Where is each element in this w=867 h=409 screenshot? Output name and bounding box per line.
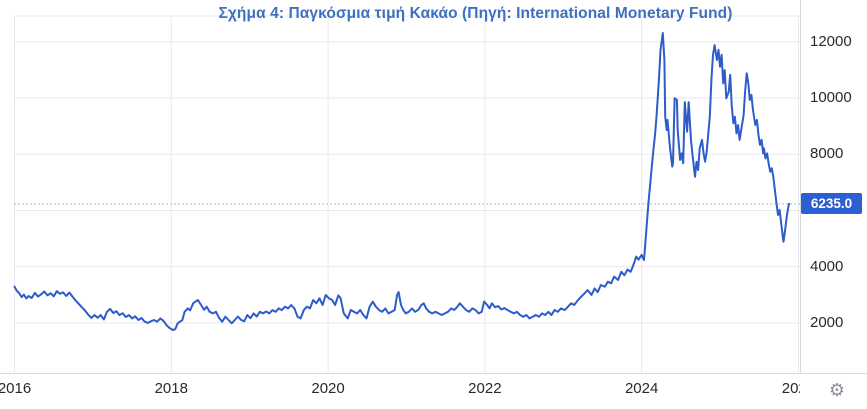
time-tick-label: 2018 — [154, 380, 188, 397]
plot-area[interactable] — [0, 0, 800, 373]
time-axis-baseline — [800, 373, 867, 374]
time-tick-label: 2022 — [468, 380, 502, 397]
last-price-value: 6235.0 — [810, 196, 853, 212]
price-tick-label: 10000 — [810, 88, 852, 106]
price-axis[interactable]: 6235.0 2000 4000 8000 10000 12000 — [800, 0, 867, 373]
price-tick-label: 4000 — [810, 257, 844, 275]
price-tick-label: 8000 — [810, 145, 844, 163]
last-price-badge: 6235.0 — [801, 193, 862, 215]
price-tick-label: 2000 — [810, 314, 844, 331]
time-tick-label: 2026 — [781, 380, 800, 397]
settings-gear-icon[interactable]: ⚙ — [828, 380, 846, 401]
time-axis[interactable]: 2016 2018 2020 2022 2024 2026 — [0, 373, 800, 409]
price-tick-label: 12000 — [810, 32, 852, 50]
time-tick-label: 2016 — [0, 380, 32, 397]
time-tick-label: 2020 — [311, 380, 345, 397]
chart-title: Σχήμα 4: Παγκόσμια τιμή Κακάο (Πηγή: Int… — [218, 5, 733, 22]
time-tick-label: 2024 — [624, 380, 659, 397]
price-series-line — [13, 32, 790, 331]
